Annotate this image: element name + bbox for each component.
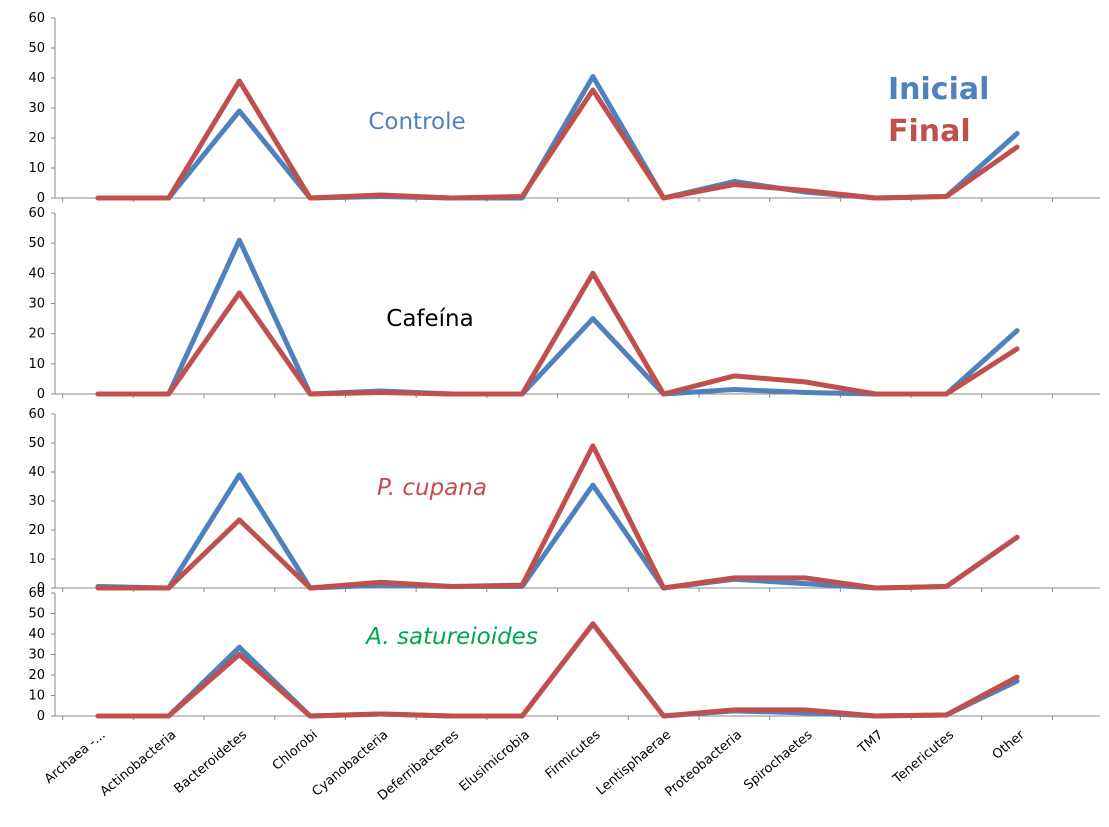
legend-label-final: Final — [888, 114, 971, 149]
series-line-inicial — [95, 237, 1020, 397]
x-tick-label: Tenericutes — [890, 727, 957, 787]
y-tick-label: 40 — [28, 627, 45, 642]
panel-title: Controle — [368, 109, 465, 135]
y-tick-label: 40 — [28, 71, 45, 86]
x-tick-label: TM7 — [855, 728, 886, 758]
series-line-final — [95, 621, 1020, 719]
x-tick-label: Elusimicrobia — [457, 728, 533, 795]
panel-title: P. cupana — [377, 475, 487, 501]
y-tick-label: 20 — [28, 668, 45, 683]
series-line-final — [95, 270, 1020, 397]
y-tick-label: 50 — [28, 436, 45, 451]
x-tick-label: Firmicutes — [543, 727, 604, 782]
y-tick-label: 10 — [28, 357, 45, 372]
x-tick-label: Archaea -... — [42, 728, 109, 787]
y-tick-label: 10 — [28, 161, 45, 176]
series-line-inicial — [95, 472, 1020, 591]
y-tick-label: 0 — [37, 191, 45, 206]
y-tick-label: 30 — [28, 494, 45, 509]
y-tick-label: 50 — [28, 607, 45, 622]
y-tick-label: 50 — [28, 236, 45, 251]
y-tick-label: 40 — [28, 465, 45, 480]
y-tick-label: 30 — [28, 101, 45, 116]
y-tick-label: 0 — [37, 709, 45, 724]
y-tick-label: 60 — [28, 586, 45, 601]
y-tick-label: 60 — [28, 407, 45, 422]
x-tick-label: Other — [990, 727, 1028, 763]
y-tick-label: 30 — [28, 297, 45, 312]
x-tick-label: Chlorobi — [270, 728, 321, 774]
series-line-final — [95, 443, 1020, 591]
y-tick-label: 60 — [28, 206, 45, 221]
y-tick-label: 20 — [28, 327, 45, 342]
panel-title: A. satureioides — [364, 624, 538, 650]
y-tick-label: 10 — [28, 552, 45, 567]
y-tick-label: 60 — [28, 11, 45, 26]
y-tick-label: 0 — [37, 581, 45, 596]
y-tick-label: 20 — [28, 131, 45, 146]
x-tick-label: Spirochaetes — [741, 727, 815, 793]
panel-title: Cafeína — [386, 306, 473, 332]
y-tick-label: 30 — [28, 648, 45, 663]
y-tick-label: 20 — [28, 523, 45, 538]
y-tick-label: 0 — [37, 387, 45, 402]
x-tick-label: Actinobacteria — [98, 728, 180, 800]
series-line-final — [95, 78, 1020, 201]
legend-label-inicial: Inicial — [888, 72, 989, 107]
x-tick-label: Proteobacteria — [662, 728, 744, 801]
series-line-inicial — [95, 74, 1020, 201]
y-tick-label: 10 — [28, 689, 45, 704]
y-tick-label: 40 — [28, 266, 45, 281]
y-tick-label: 50 — [28, 41, 45, 56]
x-tick-label: Bacteroidetes — [171, 727, 250, 796]
